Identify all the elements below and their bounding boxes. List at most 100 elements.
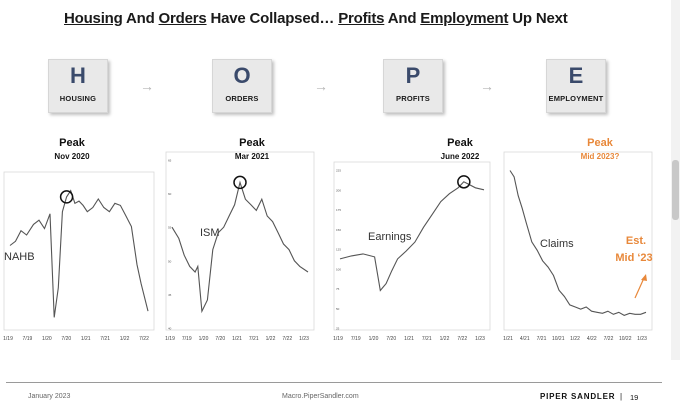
y-tick-label: 40: [168, 327, 172, 331]
x-tick-label: 7/22: [139, 336, 149, 342]
title-employment: Employment: [420, 10, 509, 27]
series-line: [9, 189, 149, 318]
peak-date: Nov 2020: [54, 152, 90, 161]
x-tick-label: 1/23: [475, 336, 485, 342]
chart-employment: 1/21 4/21 7/21 10/21 1/22 4/22 7/22 10/22 1/23 Cl…: [503, 137, 653, 342]
stage-box-employment: E EMPLOYMENT: [546, 59, 606, 113]
y-tick-label: 175: [336, 208, 341, 212]
estimate-label: Est.: [626, 235, 646, 247]
x-tick-label: 4/22: [587, 336, 597, 342]
x-tick-label: 7/22: [282, 336, 292, 342]
series-label: Claims: [540, 238, 574, 250]
stage-letter: E: [568, 63, 584, 88]
charts-area: 1/19 7/19 1/20 7/20 1/21 7/21 1/22 7/22 NAHB Peak…: [0, 130, 680, 355]
title-up-next: Up Next: [512, 10, 568, 27]
plot-frame: [3, 171, 155, 331]
x-tick-label: 1/21: [81, 336, 91, 342]
y-tick-label: 60: [168, 192, 172, 196]
x-tick-label: 7/20: [61, 336, 71, 342]
page-number: 19: [630, 393, 639, 402]
x-tick-label: 4/21: [520, 336, 530, 342]
y-tick-label: 200: [336, 188, 341, 192]
x-tick-label: 7/20: [386, 336, 396, 342]
x-tick-label: 1/21: [503, 336, 513, 342]
stage-boxes: H HOUSING → O ORDERS → P PROFITS → E EMP…: [0, 0, 680, 130]
series-label: ISM: [200, 227, 220, 239]
y-tick-label: 65: [168, 159, 172, 163]
stage-letter: O: [233, 63, 251, 88]
title-housing: Housing: [64, 10, 123, 27]
x-tick-label: 7/22: [457, 336, 467, 342]
stage-box-profits: P PROFITS: [383, 59, 443, 113]
series-label: NAHB: [4, 251, 35, 263]
y-tick-label: 55: [168, 226, 172, 230]
x-tick-label: 1/20: [199, 336, 209, 342]
series-line: [171, 180, 309, 314]
peak-date: June 2022: [441, 152, 480, 161]
plot-frame: [503, 151, 653, 331]
x-tick-label: 1/22: [440, 336, 450, 342]
y-tick-label: 50: [168, 259, 172, 263]
right-arrow-icon: →: [140, 78, 154, 94]
title-orders: Orders: [158, 10, 207, 27]
right-arrow-icon: →: [314, 78, 328, 94]
footer-divider: [6, 382, 662, 383]
x-tick-label: 1/22: [120, 336, 130, 342]
series-line: [339, 181, 485, 292]
estimate-date: Mid ‘23: [615, 252, 652, 264]
stage-word: ORDERS: [225, 94, 259, 103]
x-tick-label: 7/20: [215, 336, 225, 342]
title-and-2: And: [387, 10, 417, 27]
charts-svg: 1/19 7/19 1/20 7/20 1/21 7/21 1/22 7/22 NAHB Peak…: [3, 137, 653, 342]
stage-letter: P: [405, 63, 421, 88]
y-tick-label: 75: [336, 287, 340, 291]
y-tick-label: 150: [336, 228, 341, 232]
series-line: [509, 170, 647, 317]
x-tick-label: 1/21: [404, 336, 414, 342]
stage-word: PROFITS: [396, 94, 430, 103]
x-tick-label: 7/21: [422, 336, 432, 342]
peak-label: Peak: [447, 137, 474, 149]
x-tick-label: 1/19: [3, 336, 13, 342]
footer-separator: |: [620, 392, 623, 401]
peak-date: Mar 2021: [235, 152, 270, 161]
stage-letter: H: [70, 63, 86, 88]
x-tick-label: 1/20: [369, 336, 379, 342]
peak-circle-marker: [59, 190, 74, 204]
chart-orders: 65 60 55 50 45 40 1/19 7/19 1/20 7/20 1/21 7/21 1/22…: [165, 137, 315, 342]
plot-frame: [165, 151, 315, 331]
x-tick-label: 1/19: [333, 336, 343, 342]
slide-title: Housing And Orders Have Collapsed… Profi…: [64, 10, 568, 27]
y-tick-label: 50: [336, 307, 340, 311]
x-tick-label: 1/22: [570, 336, 580, 342]
y-tick-label: 45: [168, 293, 172, 297]
estimate-arrow-line: [634, 277, 645, 299]
x-tick-label: 7/19: [351, 336, 361, 342]
y-tick-label: 225: [336, 169, 341, 173]
x-tick-label: 7/22: [604, 336, 614, 342]
x-tick-label: 1/19: [165, 336, 175, 342]
title-and-1: And: [126, 10, 155, 27]
series-label: Earnings: [368, 231, 412, 243]
chart-housing: 1/19 7/19 1/20 7/20 1/21 7/21 1/22 7/22 NAHB Peak…: [3, 137, 155, 342]
stage-word: HOUSING: [59, 94, 97, 103]
title-collapsed: Have Collapsed…: [210, 10, 335, 27]
plot-frame: [333, 161, 491, 331]
x-tick-label: 10/21: [552, 336, 565, 342]
title-profits: Profits: [338, 10, 385, 27]
stage-box-housing: H HOUSING: [48, 59, 108, 113]
brand-logo-text: PIPER SANDLER: [540, 392, 616, 401]
footer-date: January 2023: [28, 393, 71, 400]
chart-profits: 225 200 175 150 125 100 75 50 25 1/19 7/19 1/20 7/20…: [333, 137, 491, 342]
x-tick-label: 1/20: [42, 336, 52, 342]
x-tick-label: 7/21: [249, 336, 259, 342]
x-tick-label: 1/21: [232, 336, 242, 342]
right-arrow-icon: →: [480, 78, 494, 94]
peak-label: Peak: [587, 137, 614, 149]
peak-label: Peak: [239, 137, 266, 149]
peak-date: Mid 2023?: [581, 152, 620, 161]
scrollbar-thumb[interactable]: [672, 160, 679, 220]
footer-url[interactable]: Macro.PiperSandler.com: [282, 393, 359, 400]
x-tick-label: 7/19: [182, 336, 192, 342]
